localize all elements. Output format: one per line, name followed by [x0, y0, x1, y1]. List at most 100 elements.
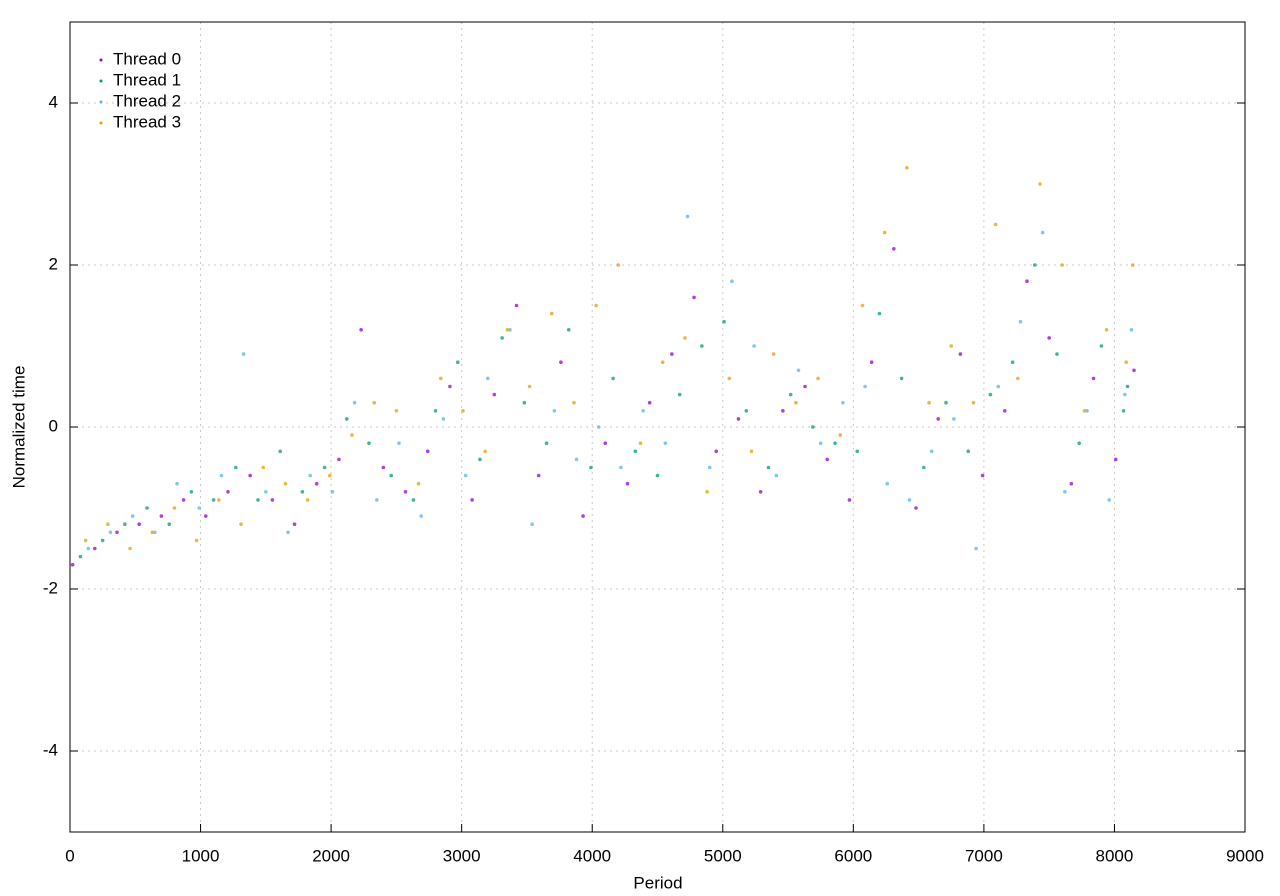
point [130, 514, 135, 518]
point [211, 498, 216, 502]
point [106, 522, 110, 526]
point [172, 506, 177, 510]
point [123, 522, 127, 526]
point [1063, 490, 1067, 494]
y-tick-label: 4 [49, 92, 58, 111]
point [838, 433, 843, 437]
point [788, 392, 793, 397]
point [1091, 376, 1096, 381]
legend-label: Thread 0 [113, 49, 181, 68]
point [552, 409, 557, 413]
x-axis-label: Period [633, 873, 682, 892]
point [660, 360, 665, 365]
point [256, 498, 260, 502]
point [115, 530, 119, 535]
x-tick-label: 6000 [834, 846, 872, 865]
point [500, 336, 504, 340]
point [625, 481, 630, 486]
point [1113, 457, 1118, 462]
point [692, 295, 696, 300]
point [707, 465, 712, 470]
point [727, 376, 732, 381]
point [863, 384, 867, 389]
point [847, 498, 852, 502]
point [234, 465, 238, 470]
point [936, 417, 940, 421]
point [1099, 344, 1104, 348]
point [670, 352, 674, 356]
point [647, 400, 652, 405]
point [549, 311, 554, 316]
x-tick-label: 8000 [1096, 846, 1134, 865]
point [150, 530, 155, 535]
point [818, 441, 823, 446]
point [1010, 360, 1015, 365]
point [485, 376, 490, 381]
point [322, 465, 327, 470]
point [619, 465, 623, 470]
legend-label: Thread 3 [113, 112, 181, 131]
point [505, 328, 510, 332]
point [952, 417, 956, 421]
point [514, 303, 519, 308]
point [1082, 409, 1087, 413]
point [1104, 328, 1109, 332]
point [522, 400, 527, 405]
point [1125, 384, 1130, 389]
y-tick-label: -2 [43, 578, 58, 597]
point [1002, 409, 1007, 413]
point [181, 498, 186, 502]
point [816, 376, 820, 381]
point [677, 392, 682, 397]
point [352, 400, 357, 405]
point [189, 490, 194, 494]
point [663, 441, 668, 446]
point [1107, 498, 1112, 502]
x-tick-label: 4000 [573, 846, 611, 865]
point [137, 522, 141, 526]
point [1085, 409, 1089, 413]
point [966, 449, 971, 454]
point [292, 522, 297, 526]
point [175, 481, 179, 486]
point [403, 490, 408, 494]
point [796, 368, 801, 373]
point [83, 538, 88, 543]
point [907, 498, 912, 502]
x-tick-label: 9000 [1226, 846, 1264, 865]
point [581, 514, 585, 518]
point [203, 514, 208, 518]
x-tick-label: 1000 [182, 846, 220, 865]
point [559, 360, 563, 365]
legend-marker [99, 79, 103, 83]
point [1130, 263, 1135, 267]
point [397, 441, 401, 446]
point [219, 473, 224, 478]
x-tick-label: 7000 [965, 846, 1003, 865]
point [752, 344, 756, 348]
legend-label: Thread 1 [113, 70, 181, 89]
point [1060, 263, 1065, 267]
legend-marker [99, 100, 103, 104]
point [167, 522, 172, 526]
point [359, 328, 363, 332]
point [1121, 409, 1126, 413]
point [794, 400, 798, 405]
point [1038, 182, 1042, 186]
point [993, 222, 998, 227]
point [367, 441, 371, 446]
point [78, 554, 83, 559]
point [508, 328, 512, 332]
point [483, 449, 487, 454]
point [869, 360, 874, 365]
point [108, 530, 113, 535]
point [744, 409, 749, 413]
point [197, 506, 202, 510]
point [438, 376, 443, 381]
plot-frame [69, 21, 1246, 833]
point [239, 522, 243, 526]
point [344, 417, 349, 421]
point [478, 457, 482, 462]
